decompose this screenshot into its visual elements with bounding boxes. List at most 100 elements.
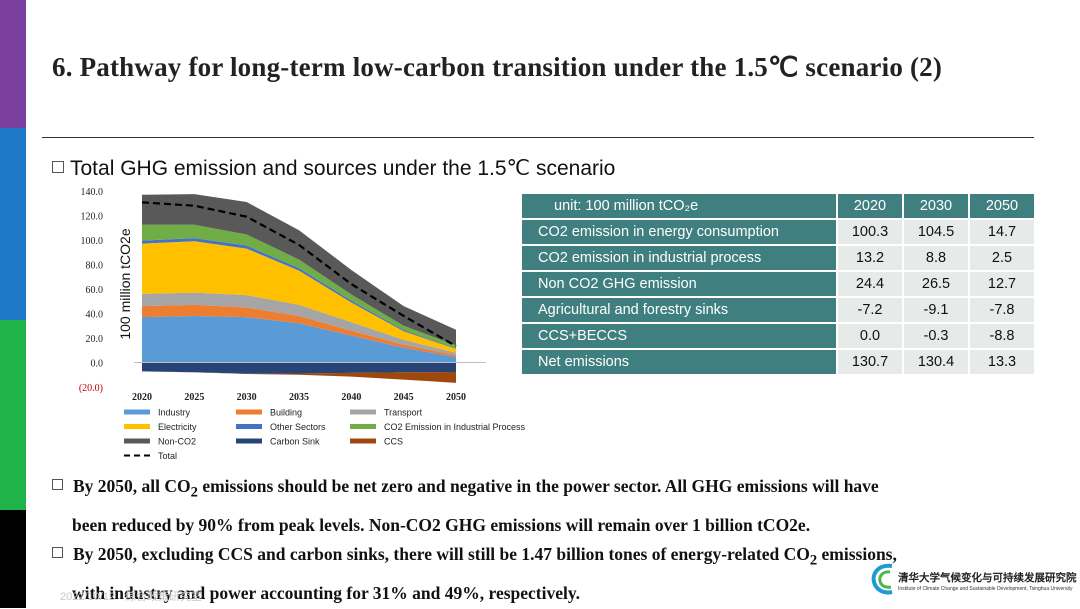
- legend-label-electricity: Electricity: [158, 422, 197, 432]
- area-building: [142, 304, 456, 357]
- table-row-label: Agricultural and forestry sinks: [522, 298, 836, 322]
- y-axis-label: 100 million tCO2e: [117, 228, 133, 339]
- area-industry: [142, 315, 456, 363]
- table-cell: 13.3: [970, 350, 1034, 374]
- y-tick-label: (20.0): [79, 383, 103, 394]
- legend-swatch-electricity: [124, 424, 150, 429]
- x-tick-label: 2030: [237, 392, 257, 403]
- bullet-text: By 2050, excluding CCS and carbon sinks,…: [73, 544, 810, 564]
- bullet-text: emissions should be net zero and negativ…: [197, 476, 879, 496]
- table-cell: 24.4: [838, 272, 902, 296]
- table-year-header: 2020: [838, 194, 902, 218]
- footer-date: 2022/10/12 · 综合政策研究室: [60, 591, 202, 603]
- sidebar-segment-purple: [0, 0, 26, 128]
- table-cell: 130.7: [838, 350, 902, 374]
- area-carbon-sink: [142, 362, 456, 374]
- legend-label-other-sectors: Other Sectors: [270, 422, 326, 432]
- y-tick-label: 140.0: [81, 187, 104, 198]
- table-cell: 12.7: [970, 272, 1034, 296]
- table-cell: -8.8: [970, 324, 1034, 348]
- table-row-label: CO2 emission in industrial process: [522, 246, 836, 270]
- table-cell: 14.7: [970, 220, 1034, 244]
- table-year-header: 2050: [970, 194, 1034, 218]
- legend-swatch-non-co2: [124, 438, 150, 444]
- y-tick-label: 120.0: [81, 212, 104, 223]
- table-cell: 130.4: [904, 350, 968, 374]
- table-row: Non CO2 GHG emission 24.4 26.5 12.7: [522, 272, 1034, 296]
- table-row: CCS+BECCS 0.0 -0.3 -8.8: [522, 324, 1034, 348]
- checkbox-bullet-icon: [52, 547, 63, 559]
- legend-label-industry: Industry: [158, 408, 191, 418]
- sidebar-segment-blue: [0, 128, 26, 320]
- area-electricity: [142, 241, 456, 353]
- table-row-label: CCS+BECCS: [522, 324, 836, 348]
- table-row: CO2 emission in industrial process 13.2 …: [522, 246, 1034, 270]
- legend-swatch-other-sectors: [236, 424, 262, 429]
- x-tick-label: 2035: [289, 392, 309, 403]
- table-row: Net emissions 130.7 130.4 13.3: [522, 350, 1034, 374]
- institute-logo: 清华大学气候变化与可持续发展研究院 Institute of Climate C…: [870, 560, 1077, 600]
- bullet-paragraph-2: By 2050, excluding CCS and carbon sinks,…: [52, 538, 1042, 609]
- table-cell: -0.3: [904, 324, 968, 348]
- table-row: CO2 emission in energy consumption 100.3…: [522, 220, 1034, 244]
- x-tick-label: 2040: [341, 392, 361, 403]
- area-transport: [142, 292, 456, 356]
- bullet-text: with industry and power accounting for 3…: [72, 582, 581, 603]
- x-tick-label: 2050: [446, 392, 466, 403]
- x-tick-label: 2025: [184, 392, 204, 403]
- sidebar-color-bar: [0, 0, 26, 608]
- legend-label-building: Building: [270, 408, 302, 418]
- legend-swatch-transport: [350, 409, 376, 415]
- y-tick-label: 60.0: [86, 285, 104, 296]
- table-cell: 26.5: [904, 272, 968, 296]
- table-cell: 0.0: [838, 324, 902, 348]
- legend-swatch-industry: [124, 409, 150, 415]
- y-tick-label: 0.0: [91, 359, 104, 370]
- table-cell: 8.8: [904, 246, 968, 270]
- area-other-sectors: [142, 238, 456, 350]
- table-row-label: Non CO2 GHG emission: [522, 272, 836, 296]
- area-non-co2: [142, 194, 456, 346]
- legend-label-total: Total: [158, 451, 177, 461]
- table-cell: -7.2: [838, 298, 902, 322]
- y-tick-label: 20.0: [86, 334, 104, 345]
- legend-label-carbon-sink: Carbon Sink: [270, 437, 320, 447]
- y-tick-label: 40.0: [86, 310, 104, 321]
- line-total: [141, 201, 457, 348]
- logo-swirl-icon: [871, 563, 893, 595]
- legend-swatch-ccs: [350, 438, 376, 444]
- table-cell: -7.8: [970, 298, 1034, 322]
- table-cell: 104.5: [904, 220, 968, 244]
- legend-swatch-building: [236, 409, 262, 415]
- table-cell: 2.5: [970, 246, 1034, 270]
- checkbox-bullet-icon: [52, 161, 64, 174]
- table-row: Agricultural and forestry sinks -7.2 -9.…: [522, 298, 1034, 322]
- legend-swatch-carbon-sink: [236, 438, 262, 444]
- legend-label-transport: Transport: [384, 408, 423, 418]
- sidebar-segment-black: [0, 510, 26, 608]
- bullet-text: By 2050, all CO: [73, 476, 191, 496]
- table-row-label: CO2 emission in energy consumption: [522, 220, 836, 244]
- sidebar-segment-green: [0, 320, 26, 510]
- title-divider: [42, 137, 1034, 138]
- legend-swatch-co2-emission-in-industrial-process: [350, 424, 376, 429]
- bullet-paragraph-1: By 2050, all CO2 emissions should be net…: [52, 470, 1042, 541]
- y-tick-label: 80.0: [86, 261, 104, 272]
- table-year-header: 2030: [904, 194, 968, 218]
- table-cell: 13.2: [838, 246, 902, 270]
- x-tick-label: 2045: [394, 392, 414, 403]
- section-heading: Total GHG emission and sources under the…: [52, 156, 615, 181]
- legend-label-co2-emission-in-industrial-process: CO2 Emission in Industrial Process: [384, 422, 526, 432]
- table-row-label: Net emissions: [522, 350, 836, 374]
- bullet-subscript: 2: [190, 484, 198, 501]
- slide-title: 6. Pathway for long-term low-carbon tran…: [52, 52, 943, 82]
- emissions-area-chart: 140.0 120.0 100.0 80.0 60.0 40.0 20.0 0.0 (20.0)…: [79, 187, 526, 461]
- table-cell: -9.1: [904, 298, 968, 322]
- checkbox-bullet-icon: [52, 479, 63, 491]
- bullet-subscript: 2: [809, 552, 818, 569]
- table-header-row: unit: 100 million tCO₂e 2020 2030 2050: [522, 194, 1034, 218]
- y-tick-label: 100.0: [81, 236, 104, 247]
- emissions-table: unit: 100 million tCO₂e 2020 2030 2050 C…: [520, 192, 1036, 376]
- table-cell: 100.3: [838, 220, 902, 244]
- legend-label-non-co2: Non-CO2: [158, 437, 196, 447]
